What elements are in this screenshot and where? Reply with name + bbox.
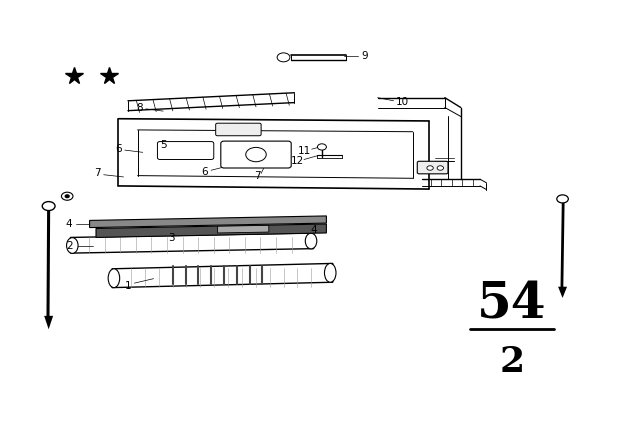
- FancyBboxPatch shape: [221, 141, 291, 168]
- Circle shape: [437, 166, 444, 170]
- Polygon shape: [558, 287, 567, 298]
- FancyBboxPatch shape: [216, 123, 261, 136]
- Polygon shape: [44, 316, 53, 329]
- Text: 3: 3: [168, 233, 175, 243]
- Circle shape: [65, 195, 69, 198]
- Text: 5: 5: [160, 140, 166, 150]
- Ellipse shape: [324, 263, 336, 282]
- Ellipse shape: [67, 237, 78, 253]
- Text: 11: 11: [298, 146, 311, 156]
- Text: 2: 2: [499, 345, 525, 379]
- Ellipse shape: [305, 233, 317, 249]
- Circle shape: [246, 147, 266, 162]
- Polygon shape: [218, 225, 269, 233]
- FancyBboxPatch shape: [157, 142, 214, 159]
- Text: 7: 7: [94, 168, 100, 178]
- Text: 7: 7: [255, 171, 261, 181]
- FancyBboxPatch shape: [417, 161, 448, 174]
- Text: 4: 4: [66, 219, 72, 229]
- Text: 12: 12: [291, 156, 303, 166]
- Text: 4: 4: [310, 225, 317, 235]
- Text: 6: 6: [115, 144, 122, 154]
- Circle shape: [42, 202, 55, 211]
- Circle shape: [557, 195, 568, 203]
- Text: 6: 6: [202, 167, 208, 177]
- Circle shape: [427, 166, 433, 170]
- Polygon shape: [70, 233, 314, 253]
- Circle shape: [317, 144, 326, 150]
- Text: 2: 2: [66, 241, 72, 250]
- Circle shape: [61, 192, 73, 200]
- Text: 1: 1: [125, 281, 131, 291]
- Text: 8: 8: [136, 103, 143, 112]
- Polygon shape: [112, 263, 333, 288]
- Text: 54: 54: [477, 280, 547, 329]
- Ellipse shape: [108, 269, 120, 288]
- Text: 9: 9: [362, 52, 368, 61]
- Polygon shape: [96, 224, 326, 237]
- Circle shape: [277, 53, 290, 62]
- Text: 10: 10: [396, 97, 408, 107]
- Polygon shape: [90, 216, 326, 228]
